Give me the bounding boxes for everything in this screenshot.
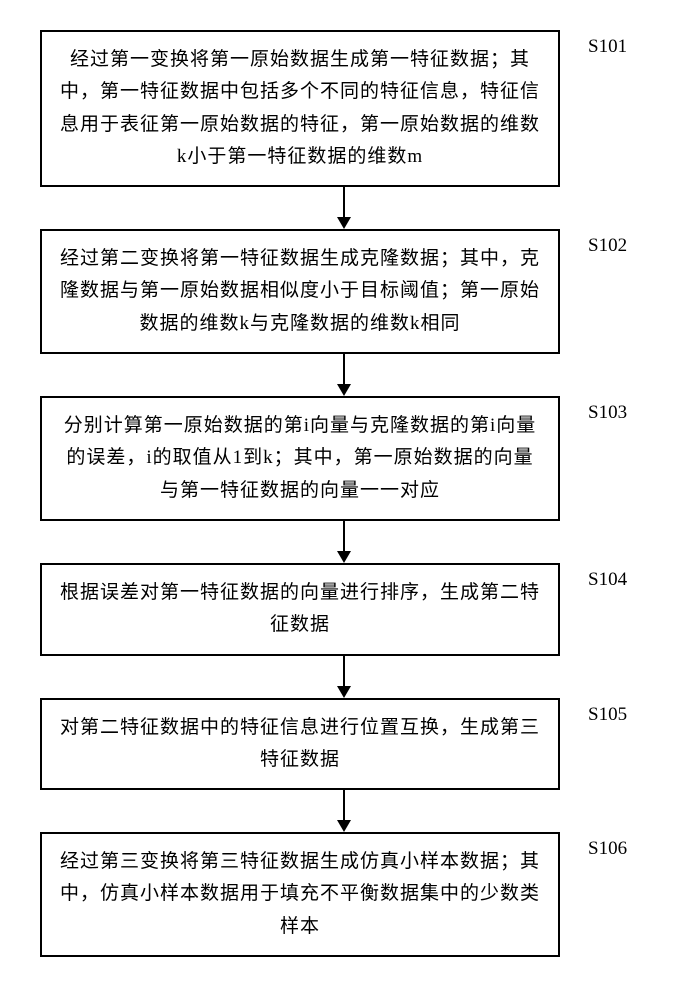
flow-step: 根据误差对第一特征数据的向量进行排序，生成第二特征数据 S104 xyxy=(40,563,647,656)
arrow-line xyxy=(343,790,345,820)
arrow-line xyxy=(343,354,345,384)
flow-arrow xyxy=(84,187,604,229)
flow-arrow xyxy=(84,790,604,832)
flow-step-box: 根据误差对第一特征数据的向量进行排序，生成第二特征数据 xyxy=(40,563,560,656)
flow-step-label: S104 xyxy=(588,569,627,591)
arrow-head-icon xyxy=(337,217,351,229)
flow-arrow xyxy=(84,521,604,563)
flow-arrow xyxy=(84,656,604,698)
arrow-line xyxy=(343,521,345,551)
flow-arrow xyxy=(84,354,604,396)
flow-step-label: S105 xyxy=(588,704,627,726)
flow-step-box: 经过第三变换将第三特征数据生成仿真小样本数据；其中，仿真小样本数据用于填充不平衡… xyxy=(40,832,560,957)
flow-step-box: 分别计算第一原始数据的第i向量与克隆数据的第i向量的误差，i的取值从1到k；其中… xyxy=(40,396,560,521)
flow-step-label: S106 xyxy=(588,838,627,860)
arrow-head-icon xyxy=(337,686,351,698)
flow-step-label: S103 xyxy=(588,402,627,424)
flow-step: 分别计算第一原始数据的第i向量与克隆数据的第i向量的误差，i的取值从1到k；其中… xyxy=(40,396,647,521)
flow-step-label: S101 xyxy=(588,36,627,58)
flow-step: 对第二特征数据中的特征信息进行位置互换，生成第三特征数据 S105 xyxy=(40,698,647,791)
flow-step-box: 对第二特征数据中的特征信息进行位置互换，生成第三特征数据 xyxy=(40,698,560,791)
arrow-head-icon xyxy=(337,384,351,396)
flow-step-box: 经过第二变换将第一特征数据生成克隆数据；其中，克隆数据与第一原始数据相似度小于目… xyxy=(40,229,560,354)
flow-step: 经过第一变换将第一原始数据生成第一特征数据；其中，第一特征数据中包括多个不同的特… xyxy=(40,30,647,187)
arrow-line xyxy=(343,187,345,217)
flow-step-box: 经过第一变换将第一原始数据生成第一特征数据；其中，第一特征数据中包括多个不同的特… xyxy=(40,30,560,187)
arrow-head-icon xyxy=(337,551,351,563)
flow-step-label: S102 xyxy=(588,235,627,257)
arrow-line xyxy=(343,656,345,686)
flow-step: 经过第二变换将第一特征数据生成克隆数据；其中，克隆数据与第一原始数据相似度小于目… xyxy=(40,229,647,354)
flow-step: 经过第三变换将第三特征数据生成仿真小样本数据；其中，仿真小样本数据用于填充不平衡… xyxy=(40,832,647,957)
flowchart-container: 经过第一变换将第一原始数据生成第一特征数据；其中，第一特征数据中包括多个不同的特… xyxy=(40,30,647,957)
arrow-head-icon xyxy=(337,820,351,832)
